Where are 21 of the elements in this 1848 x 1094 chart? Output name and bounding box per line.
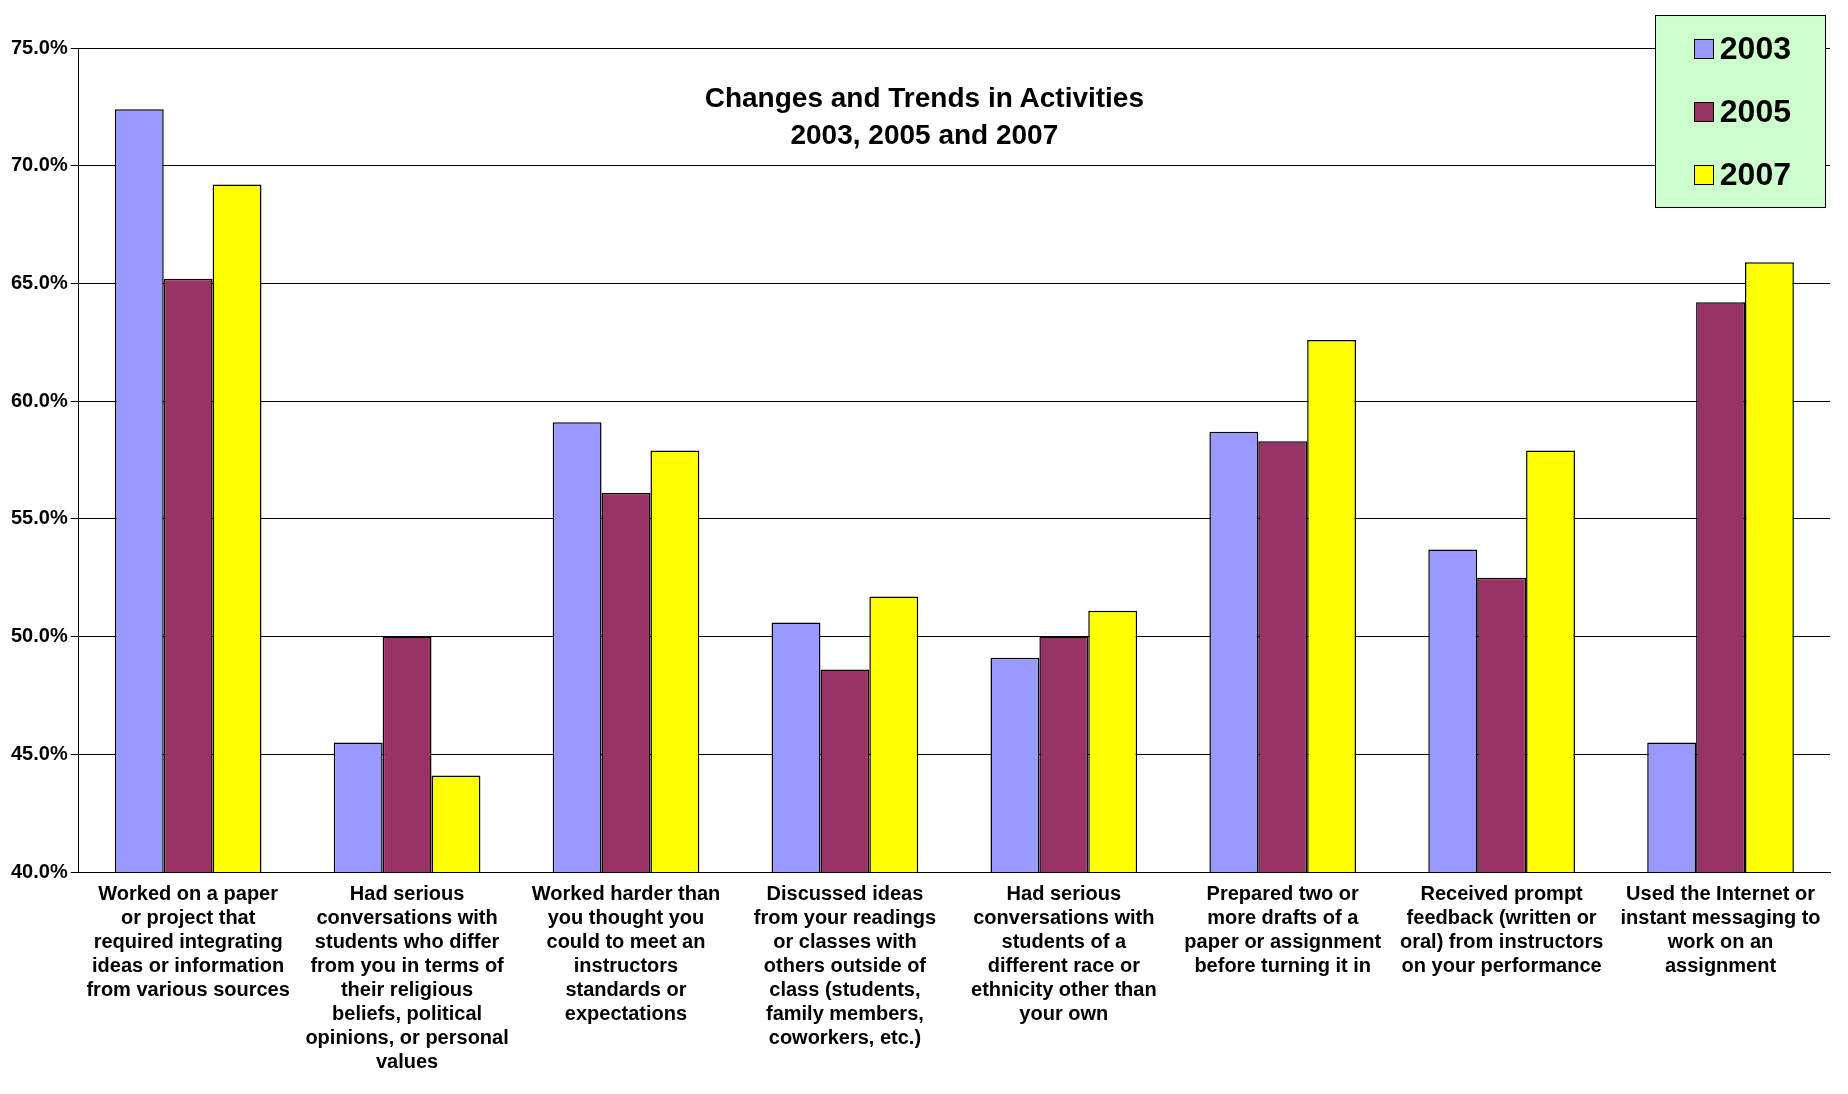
x-tick-label: Worked harder than you thought you could to meet an instructors standards or expectations: [531, 881, 721, 1024]
y-tick-label: 40.0%: [10, 859, 68, 882]
y-tick-label: 45.0%: [10, 741, 68, 764]
y-tick-label: 75.0%: [10, 35, 68, 58]
text: Changes and Trends in Activities: [704, 81, 1144, 113]
legend-label: 2003: [1719, 30, 1791, 67]
y-tick-label: 65.0%: [10, 270, 68, 293]
x-tick-label: Discussed ideas from your readings or classes with others outside of class (students, family members, coworkers, etc.): [753, 881, 937, 1048]
y-tick-label: 50.0%: [10, 624, 68, 647]
y-tick-label: 60.0%: [10, 388, 68, 411]
legend-label: 2007: [1719, 156, 1791, 193]
legend-label: 2005: [1719, 93, 1791, 130]
y-tick-label: 55.0%: [10, 506, 68, 529]
x-tick-label: Prepared two or more drafts of a paper or assignment before turning it in: [1184, 881, 1382, 976]
x-tick-label: Received prompt feedback (written or oral) from instructors on your performance: [1399, 881, 1604, 976]
x-tick-label: Worked on a paper or project that required integrating ideas or information from various sources: [86, 881, 290, 1000]
x-tick-label: Had serious conversations with students of a different race or ethnicity other than your own: [971, 881, 1157, 1024]
x-tick-label: Used the Internet or instant messaging to work on an assignment: [1620, 881, 1821, 976]
x-tick-label: Had serious conversations with students who differ from you in terms of their religious beliefs, political opinions, or personal values: [305, 881, 509, 1072]
y-tick-label: 70.0%: [10, 153, 68, 176]
text: 2003, 2005 and 2007: [790, 118, 1059, 150]
